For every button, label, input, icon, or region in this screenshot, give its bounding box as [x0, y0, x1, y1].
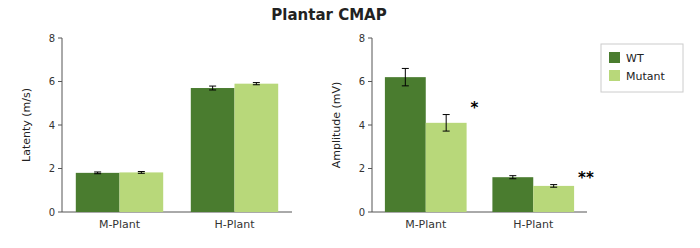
bar: [76, 173, 120, 212]
x-tick-label: H-Plant: [513, 218, 554, 231]
error-cap: [253, 82, 260, 83]
marks: [76, 83, 278, 212]
error-cap: [509, 175, 516, 176]
bar: [533, 186, 574, 212]
error-bar: [509, 176, 516, 179]
y-tick-label: 0: [49, 207, 55, 218]
y-tick-label: 6: [359, 76, 365, 87]
y-tick-label: 6: [49, 76, 55, 87]
y-tick: [58, 168, 62, 169]
error-bar: [138, 172, 145, 174]
x-tick-label: M-Plant: [99, 218, 141, 231]
y-tick: [58, 38, 62, 39]
error-cap: [443, 114, 450, 115]
y-tick-label: 2: [359, 163, 365, 174]
y-tick: [58, 125, 62, 126]
legend-frame: [601, 44, 683, 92]
bar: [385, 77, 426, 212]
error-cap: [443, 131, 450, 132]
bar: [426, 123, 467, 212]
bar: [492, 177, 533, 212]
legend-label: WT: [626, 52, 644, 65]
x-tick-label: H-Plant: [215, 218, 256, 231]
error-cap: [509, 178, 516, 179]
error-cap: [94, 171, 101, 172]
error-line: [405, 68, 406, 85]
subplot: 02468Amplitude (mV)***M-PlantH-Plant: [330, 33, 594, 232]
chart: 0 2 4 6 8 Latenty (m/s) M-Plant H-Plant Plantar …: [0, 0, 700, 248]
error-cap: [209, 86, 216, 87]
error-cap: [550, 184, 557, 185]
legend: WT Mutant: [601, 44, 683, 92]
error-line: [446, 115, 447, 132]
error-bar: [402, 68, 409, 85]
bar: [120, 172, 164, 212]
y-tick: [368, 125, 372, 126]
legend-swatch: [609, 70, 620, 81]
annotation: **: [578, 169, 594, 187]
error-cap: [94, 173, 101, 174]
error-bar: [94, 172, 101, 174]
y-tick-label: 4: [49, 120, 55, 131]
y-tick-label: 0: [359, 207, 365, 218]
title: Plantar CMAP: [271, 6, 386, 24]
error-bar: [550, 185, 557, 188]
error-cap: [138, 173, 145, 174]
y-tick-label: 8: [359, 33, 365, 44]
error-cap: [138, 171, 145, 172]
y-axis: [62, 38, 63, 212]
error-cap: [402, 85, 409, 86]
y-tick: [368, 38, 372, 39]
error-bar: [253, 83, 260, 85]
error-bar: [209, 86, 216, 90]
subplot: 0 2 4 6 8 Latenty (m/s) M-Plant H-Plant: [20, 33, 292, 232]
error-cap: [550, 187, 557, 188]
y-tick-label: 8: [49, 33, 55, 44]
annotation: *: [471, 99, 479, 117]
error-bar: [443, 115, 450, 132]
legend-swatch: [609, 52, 620, 63]
error-cap: [402, 68, 409, 69]
marks: [385, 68, 574, 212]
y-tick: [368, 168, 372, 169]
error-cap: [253, 84, 260, 85]
bar: [235, 84, 279, 212]
y-tick-label: 4: [359, 120, 365, 131]
x-tick-label: M-Plant: [405, 218, 447, 231]
y-tick: [368, 212, 372, 213]
y-label: Amplitude (mV): [330, 82, 343, 169]
y-label: Latenty (m/s): [20, 88, 33, 162]
y-axis: [372, 38, 373, 212]
y-tick: [58, 212, 62, 213]
error-cap: [209, 89, 216, 90]
bar: [191, 88, 235, 212]
error-line: [212, 86, 213, 90]
y-tick: [58, 81, 62, 82]
y-tick: [368, 81, 372, 82]
y-tick-label: 2: [49, 163, 55, 174]
annotations: ***: [471, 99, 594, 187]
legend-label: Mutant: [626, 70, 665, 83]
